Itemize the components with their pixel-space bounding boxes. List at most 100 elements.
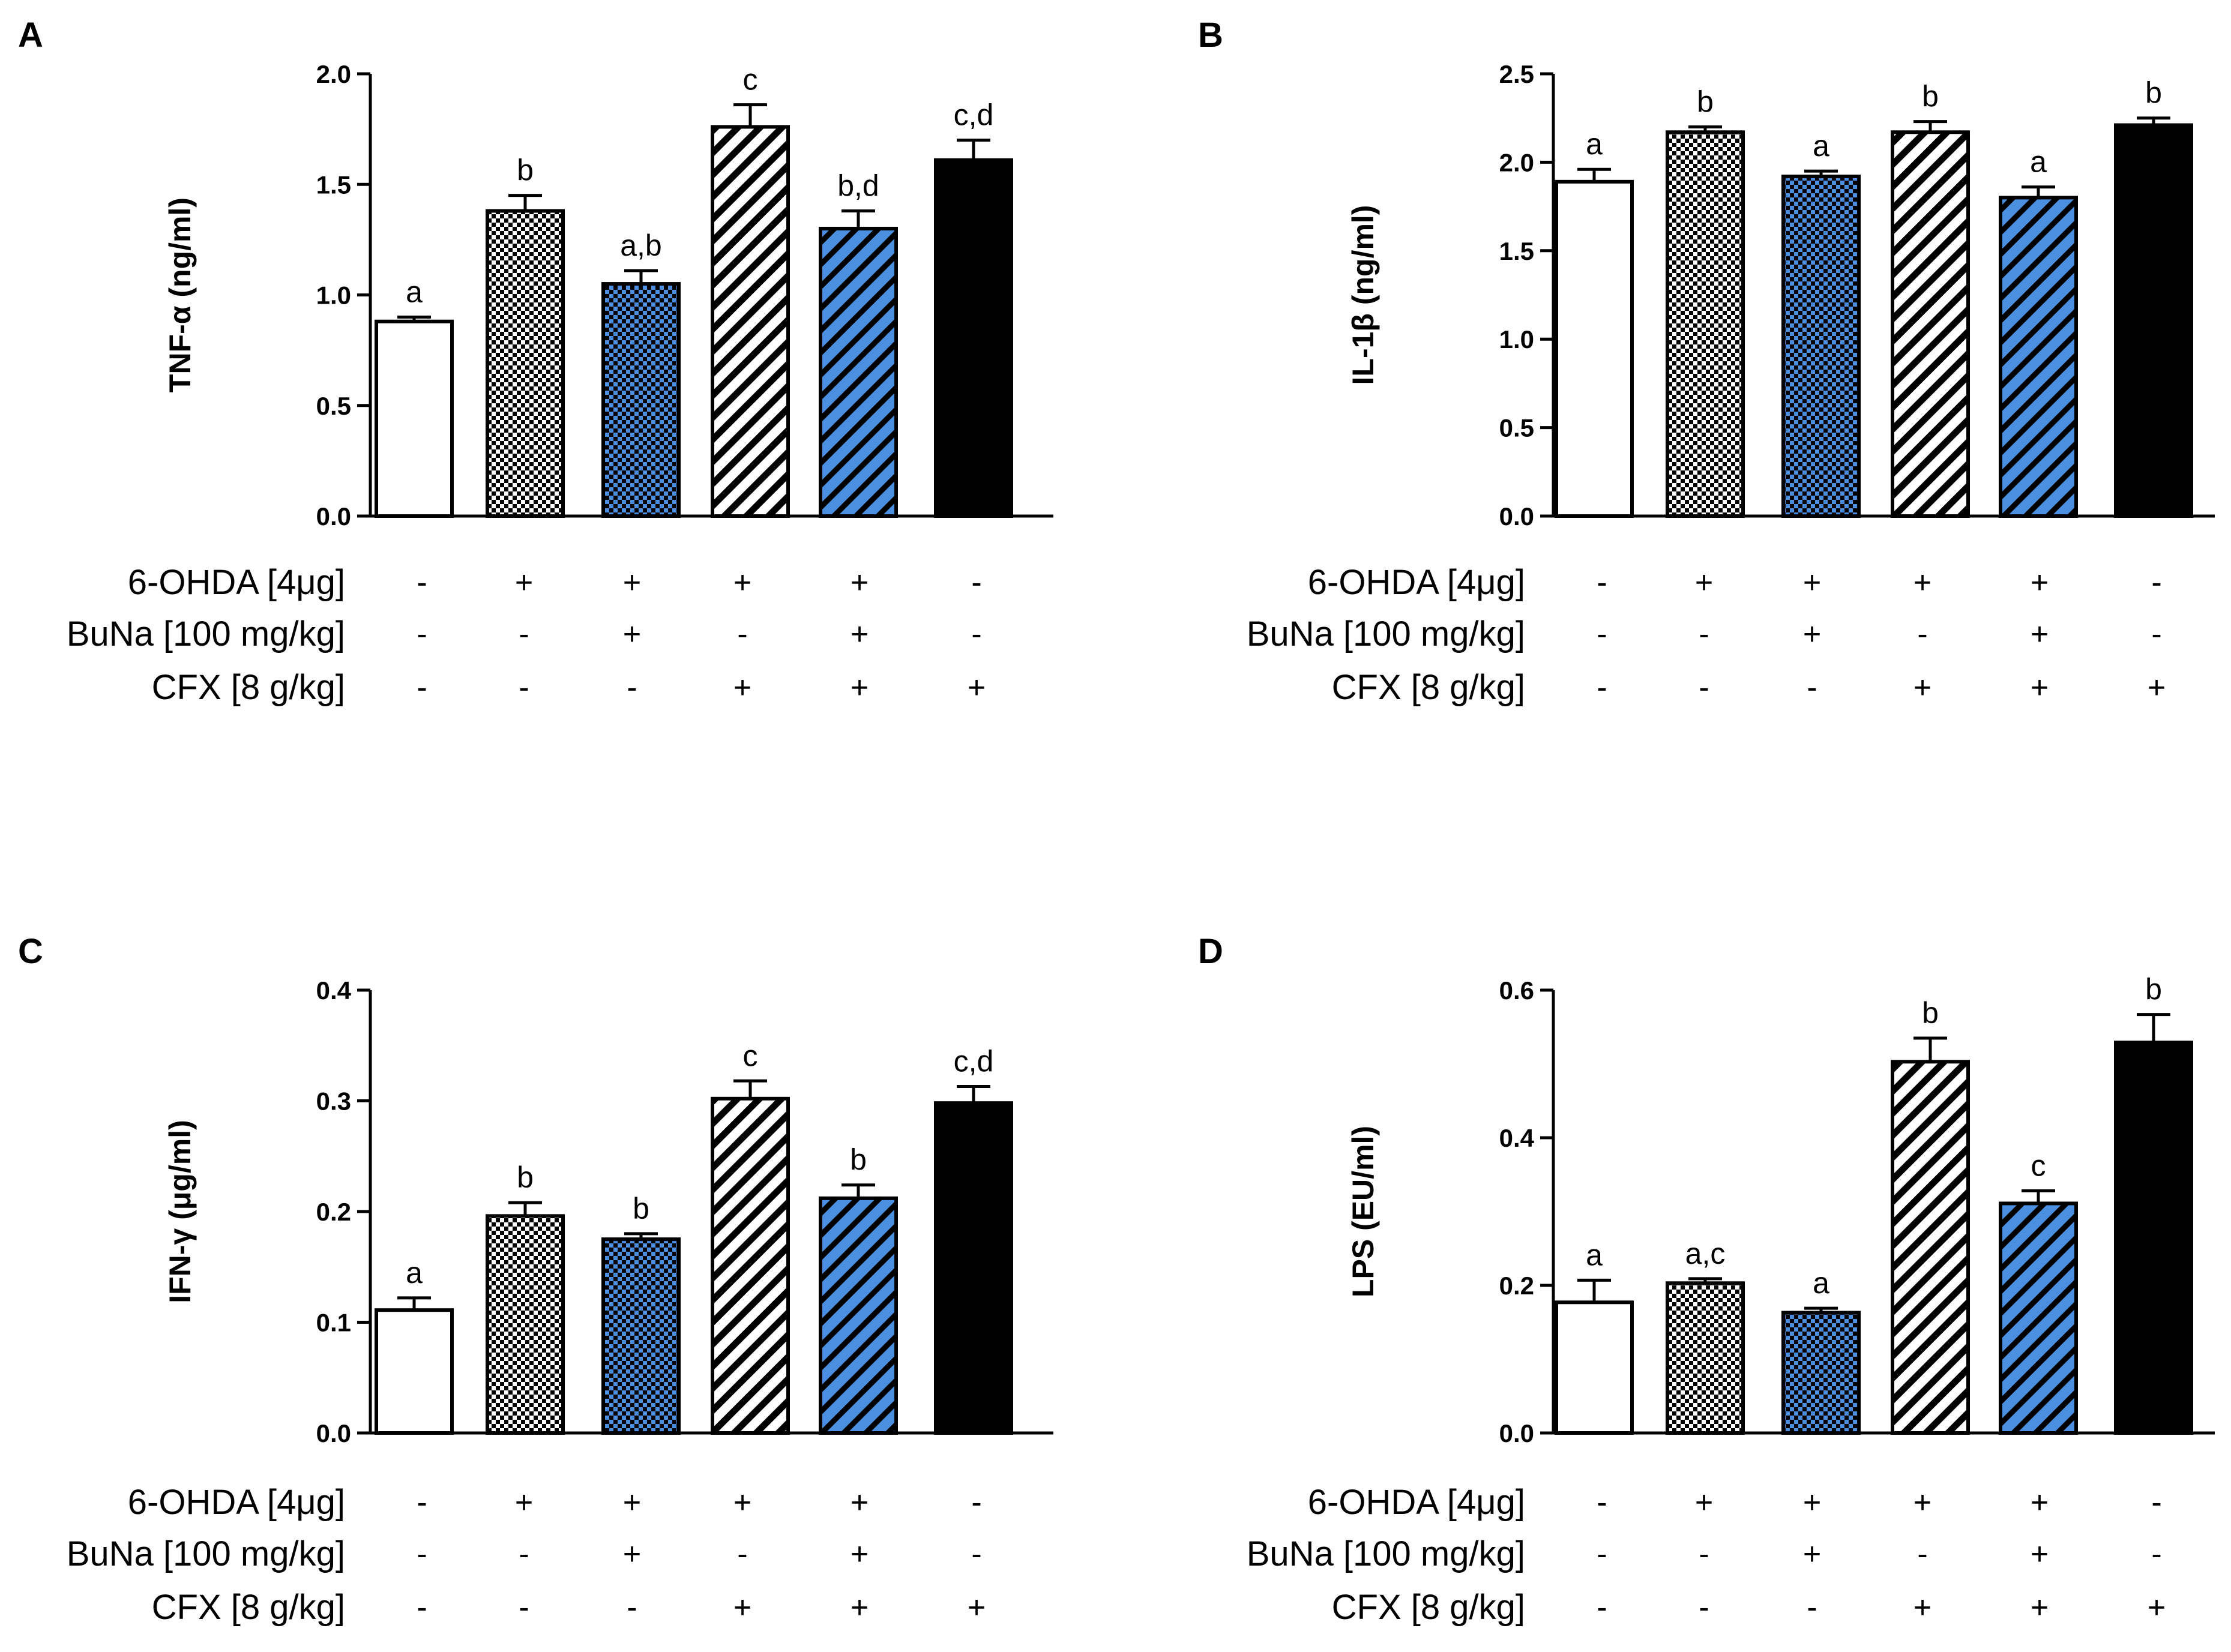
panel-letter: A <box>18 16 43 55</box>
treatment-plus: + <box>2031 617 2049 652</box>
treatment-plus: + <box>851 1590 869 1625</box>
bar-solid-black <box>934 1101 1013 1435</box>
y-tick-label: 0.0 <box>316 1419 351 1447</box>
treatment-plus: + <box>623 565 641 600</box>
treatment-plus: + <box>1803 617 1821 652</box>
significance-letter: a,b <box>620 229 662 262</box>
y-tick-label: 2.0 <box>1499 148 1534 176</box>
treatment-minus: - <box>2151 565 2161 600</box>
significance-letter: a,c <box>1685 1237 1726 1270</box>
treatment-minus: - <box>1597 1590 1607 1625</box>
treatment-row-label: CFX [8 g/kg] <box>152 1588 345 1627</box>
y-axis-label: IFN-γ (μg/ml) <box>163 1120 197 1303</box>
bar-checker-blue <box>1781 174 1861 518</box>
panel-c: C IFN-γ (μg/ml) 0.0 0.1 0.2 0.3 0.4 a b b c b c,d 6-O… <box>18 932 1053 1627</box>
treatment-plus: + <box>851 670 869 705</box>
y-tick-label: 1.0 <box>1499 325 1534 353</box>
treatment-minus: - <box>1597 617 1607 652</box>
treatment-plus: + <box>851 1485 869 1520</box>
panel-letter: B <box>1198 16 1223 55</box>
significance-letter: b <box>517 1161 534 1194</box>
significance-letter: a <box>1813 129 1829 163</box>
panel-letter: C <box>18 932 43 971</box>
y-tick-label: 1.5 <box>1499 237 1534 265</box>
y-axis-label: IL-1β (ng/ml) <box>1346 205 1380 385</box>
y-tick-label: 1.0 <box>316 281 351 310</box>
treatment-plus: + <box>2031 1590 2049 1625</box>
y-tick-label: 2.0 <box>316 60 351 88</box>
treatment-minus: - <box>519 670 529 705</box>
bar-checker-blue <box>601 1237 681 1435</box>
bar-solid-black <box>934 158 1013 518</box>
significance-letter: a <box>1813 1266 1829 1300</box>
treatment-plus: + <box>515 565 533 600</box>
y-tick-label: 0.0 <box>316 502 351 530</box>
y-tick-label: 2.5 <box>1499 60 1534 88</box>
significance-letter: b <box>1697 85 1714 118</box>
treatment-plus: + <box>733 670 751 705</box>
y-tick-label: 0.2 <box>1499 1272 1534 1300</box>
significance-letter: b <box>633 1192 649 1225</box>
treatment-row-label: BuNa [100 mg/kg] <box>1247 614 1525 653</box>
y-tick-label: 0.0 <box>1499 502 1534 530</box>
bar-solid-white <box>1555 1300 1634 1435</box>
bar-hatch-white <box>711 1096 790 1435</box>
treatment-minus: - <box>1597 1537 1607 1572</box>
bar-hatch-blue <box>819 226 898 518</box>
bar-hatch-white <box>1891 1060 1970 1435</box>
treatment-plus: + <box>515 1485 533 1520</box>
y-tick-label: 0.2 <box>316 1198 351 1226</box>
treatment-plus: + <box>1803 1485 1821 1520</box>
treatment-row-label: CFX [8 g/kg] <box>1332 1588 1525 1627</box>
bar-solid-black <box>2114 123 2193 518</box>
treatment-minus: - <box>2151 1537 2161 1572</box>
treatment-minus: - <box>1807 670 1817 705</box>
treatment-minus: - <box>1917 1537 1927 1572</box>
bar-solid-white <box>375 319 454 518</box>
panel-letter: D <box>1198 932 1223 971</box>
treatment-plus: + <box>733 1590 751 1625</box>
bar-checker-white <box>1666 1281 1745 1435</box>
treatment-plus: + <box>2148 670 2166 705</box>
treatment-plus: + <box>623 617 641 652</box>
y-tick-label: 0.1 <box>316 1309 351 1337</box>
treatment-minus: - <box>737 1537 747 1572</box>
treatment-minus: - <box>519 1590 529 1625</box>
treatment-minus: - <box>519 1537 529 1572</box>
y-tick-label: 0.6 <box>1499 976 1534 1005</box>
significance-letter: a <box>2030 145 2047 179</box>
significance-letter: a <box>1586 1238 1603 1272</box>
significance-letter: c,d <box>954 1045 994 1078</box>
significance-letter: b,d <box>837 169 879 202</box>
panel-a: A TNF-α (ng/ml) 0.0 0.5 1.0 1.5 2.0 a b a,b c b,d c,… <box>18 16 1053 707</box>
treatment-plus: + <box>851 617 869 652</box>
treatment-minus: - <box>971 1485 981 1520</box>
treatment-minus: - <box>1699 617 1709 652</box>
treatment-row-label: CFX [8 g/kg] <box>152 668 345 707</box>
treatment-plus: + <box>2031 670 2049 705</box>
significance-letter: b <box>850 1143 867 1177</box>
treatment-minus: - <box>627 670 637 705</box>
significance-letter: b <box>2145 76 2162 110</box>
treatment-plus: + <box>1695 1485 1713 1520</box>
treatment-plus: + <box>1913 670 1931 705</box>
treatment-minus: - <box>2151 617 2161 652</box>
treatment-plus: + <box>968 1590 986 1625</box>
treatment-plus: + <box>1803 1537 1821 1572</box>
treatment-plus: + <box>2148 1590 2166 1625</box>
treatment-minus: - <box>1699 1537 1709 1572</box>
treatment-minus: - <box>2151 1485 2161 1520</box>
y-tick-label: 0.5 <box>1499 414 1534 442</box>
treatment-minus: - <box>417 1485 427 1520</box>
treatment-plus: + <box>2031 565 2049 600</box>
bar-checker-white <box>486 209 565 518</box>
y-axis-label: TNF-α (ng/ml) <box>163 197 197 392</box>
significance-letter: b <box>2145 973 2162 1006</box>
treatment-plus: + <box>1913 565 1931 600</box>
treatment-minus: - <box>417 565 427 600</box>
treatment-minus: - <box>417 1537 427 1572</box>
treatment-row-label: BuNa [100 mg/kg] <box>1247 1534 1525 1573</box>
bar-solid-white <box>1555 179 1634 518</box>
treatment-row-label: BuNa [100 mg/kg] <box>67 614 345 653</box>
y-tick-label: 1.5 <box>316 170 351 199</box>
